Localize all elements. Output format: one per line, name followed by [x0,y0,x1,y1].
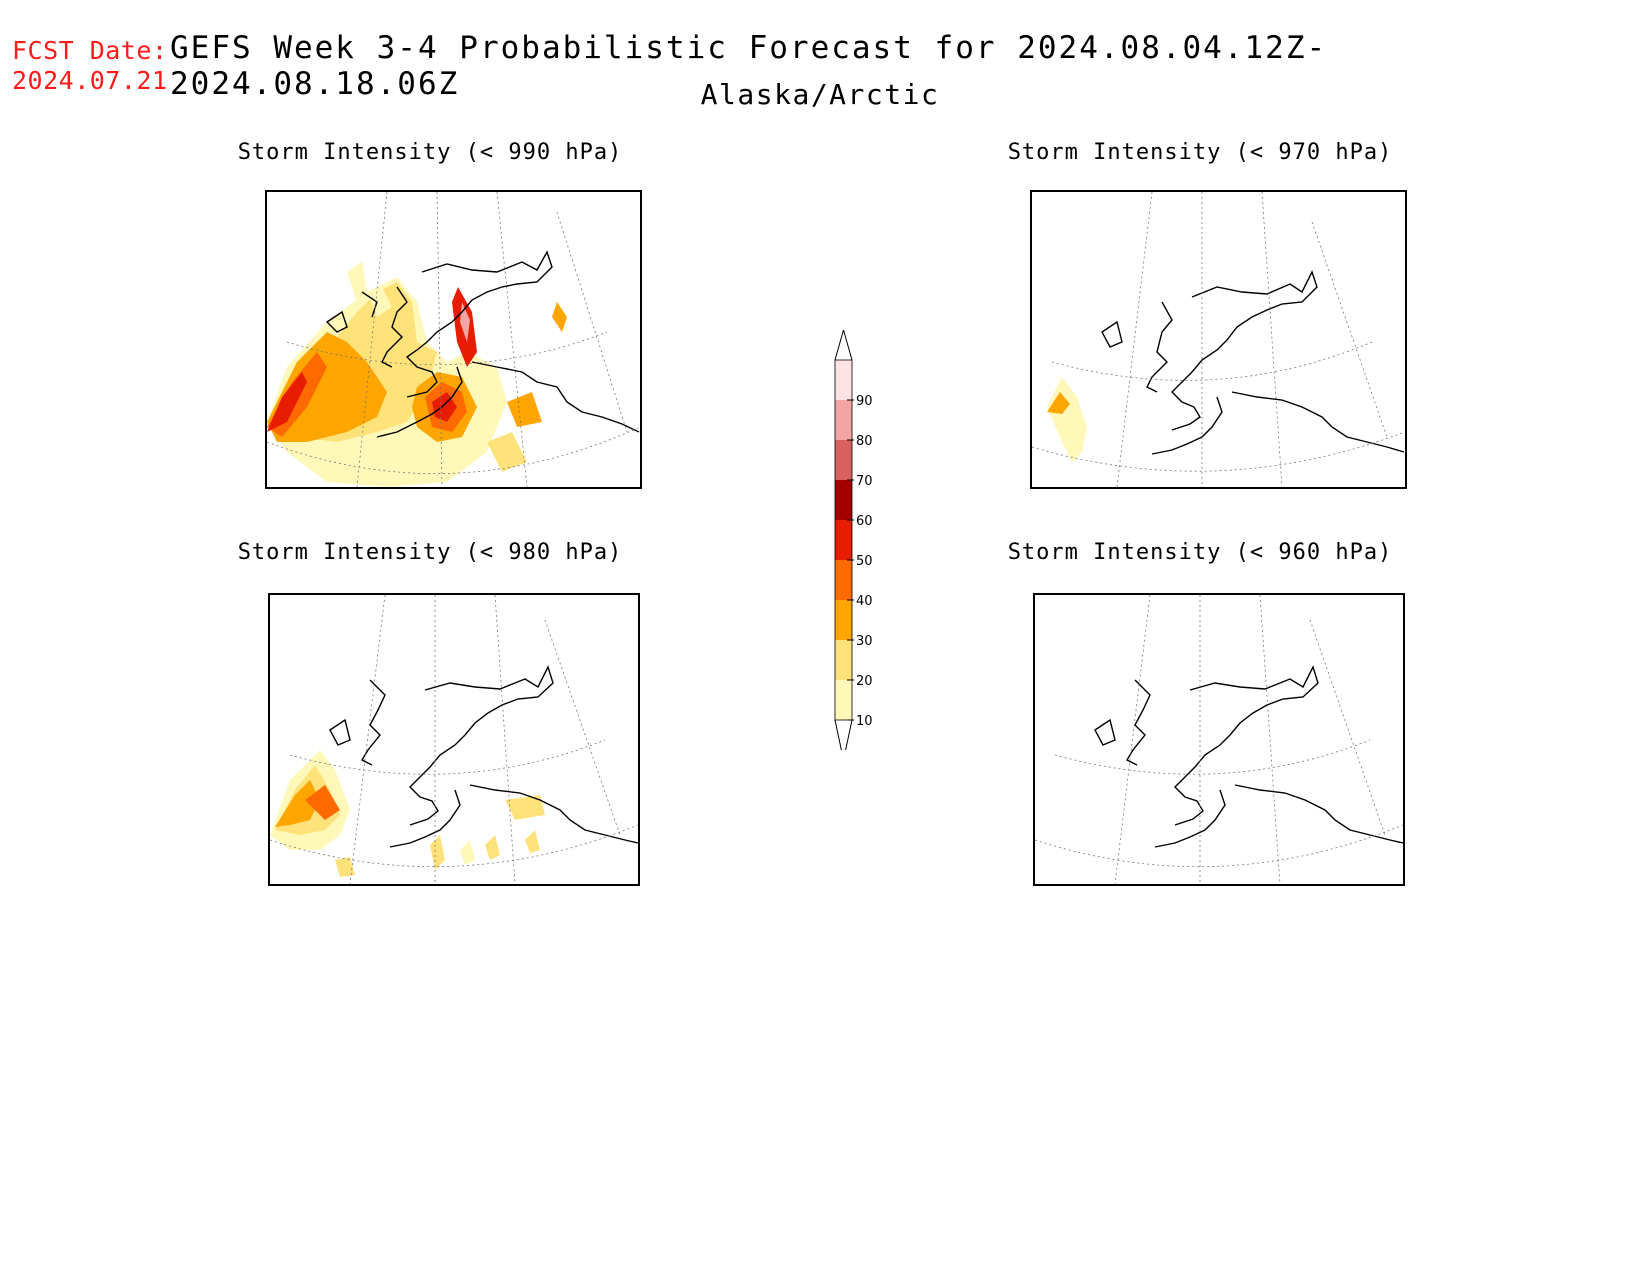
colorbar-cap-bottom [834,719,853,761]
colorbar-tick-label: 10 [856,714,873,729]
colorbar-tick-label: 60 [856,514,873,529]
map-panel-960 [1033,593,1405,886]
colorbar-tick-label: 80 [856,434,873,449]
colorbar-bin [835,440,852,480]
probability-shading [270,750,545,877]
page-subtitle: Alaska/Arctic [700,78,940,111]
map-990 [267,192,640,487]
map-panel-990 [265,190,642,489]
map-980 [270,595,638,884]
colorbar-tick-label: 30 [856,634,873,649]
graticule [1035,595,1403,884]
colorbar-svg: 10 20 30 40 50 60 70 80 90 [834,328,873,761]
panel-title-960: Storm Intensity (< 960 hPa) [1007,540,1393,565]
graticule [1032,192,1405,487]
forecast-date-value: 2024.07.21 [12,66,168,95]
panel-title-990: Storm Intensity (< 990 hPa) [237,140,623,165]
colorbar-bin [835,560,852,600]
map-970 [1032,192,1405,487]
colorbar-bin [835,600,852,640]
colorbar-tick-label: 90 [856,394,873,409]
colorbar-tick-label: 40 [856,594,873,609]
colorbar: 10 20 30 40 50 60 70 80 90 [820,328,890,761]
graticule [270,595,638,884]
coastline [329,665,638,848]
colorbar-bin [835,400,852,440]
forecast-date-block: FCST Date: 2024.07.21 [12,36,168,96]
colorbar-tick-label: 50 [856,554,873,569]
forecast-date-label: FCST Date: [12,36,168,65]
colorbar-outline [834,359,853,721]
map-960 [1035,595,1403,884]
page-title: GEFS Week 3-4 Probabilistic Forecast for… [170,30,1328,102]
colorbar-cap-top [834,328,853,361]
coastline [1101,270,1405,455]
colorbar-bin [835,520,852,560]
map-panel-970 [1030,190,1407,489]
map-panel-980 [268,593,640,886]
probability-shading [267,262,567,487]
colorbar-tick-label: 20 [856,674,873,689]
colorbar-bin [835,360,852,400]
probability-shading [1047,377,1087,462]
colorbar-bin [835,640,852,680]
coastline [325,250,640,438]
colorbar-tick-label: 70 [856,474,873,489]
panel-title-980: Storm Intensity (< 980 hPa) [237,540,623,565]
coastline [1094,665,1403,848]
panel-title-970: Storm Intensity (< 970 hPa) [1007,140,1393,165]
colorbar-bin [835,680,852,720]
graticule [267,192,640,487]
colorbar-bin [835,480,852,520]
